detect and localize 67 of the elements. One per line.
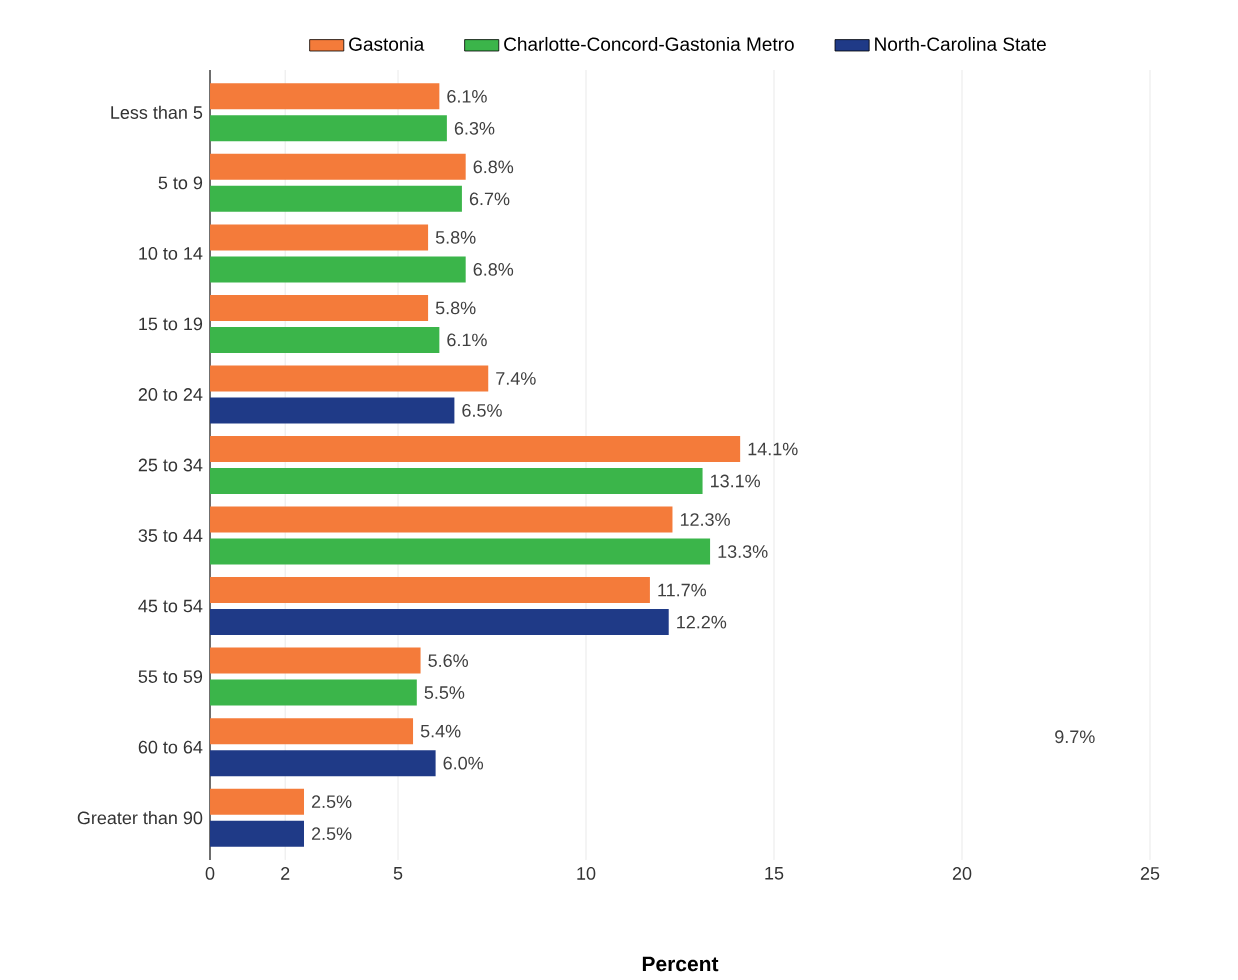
y-tick-label: Greater than 90: [77, 811, 203, 825]
x-tick-label: 15: [765, 867, 784, 880]
bar: [210, 820, 305, 847]
y-tick-label: 45 to 54: [138, 599, 203, 613]
data-label: 6.5%: [462, 404, 502, 417]
data-label: 6.8%: [473, 263, 514, 276]
bar: [210, 718, 414, 745]
bar: [210, 436, 741, 462]
data-label: 6.1%: [447, 89, 487, 103]
x-tick-label: 2: [281, 867, 290, 880]
bar: [210, 750, 436, 777]
data-label: 5.8%: [435, 301, 476, 315]
data-label: 2.5%: [311, 827, 352, 841]
bar: [210, 294, 429, 321]
y-tick-label: 15 to 19: [139, 317, 203, 331]
bar: [210, 153, 466, 180]
bar: [210, 647, 421, 674]
data-label: 14.1%: [748, 442, 798, 456]
data-label: 12.3%: [680, 513, 730, 526]
x-tick-label: 5: [393, 867, 403, 880]
bar: [210, 788, 305, 815]
x-tick-label: 25: [1140, 867, 1160, 880]
bar: [210, 224, 429, 251]
data-label: 13.3%: [718, 545, 768, 558]
bar: [210, 577, 650, 604]
bar: [210, 115, 447, 142]
y-tick-label: 55 to 59: [138, 670, 203, 683]
legend-label: Gastonia: [349, 36, 425, 51]
data-label: 7.4%: [496, 372, 536, 385]
bar: [210, 538, 711, 565]
data-label: 6.1%: [447, 333, 487, 347]
bar: [210, 365, 489, 392]
annotation: 9.7%: [1055, 730, 1095, 744]
data-label: 5.8%: [435, 231, 476, 244]
data-label: 5.6%: [428, 654, 469, 667]
data-label: 5.5%: [424, 686, 465, 699]
bar: [210, 83, 440, 110]
data-label: 6.8%: [473, 160, 514, 174]
data-label: 12.2%: [677, 615, 727, 629]
bar: [210, 185, 462, 212]
bar: [210, 679, 417, 706]
data-label: 2.5%: [311, 795, 352, 809]
legend-label: Charlotte-Concord-Gastonia Metro: [504, 36, 794, 51]
y-tick-label: 10 to 14: [139, 247, 203, 260]
bar: [210, 468, 703, 494]
x-tick-label: 0: [205, 867, 215, 880]
y-tick-label: 35 to 44: [138, 529, 203, 542]
x-axis-title: Percent: [642, 956, 719, 972]
data-label: 6.0%: [443, 756, 484, 770]
bar: [210, 256, 466, 283]
x-tick-label: 10: [577, 867, 596, 880]
bar: [210, 506, 673, 533]
data-label: 6.7%: [469, 192, 510, 206]
y-tick-label: 60 to 64: [138, 740, 203, 754]
bar: [210, 397, 455, 424]
y-tick-label: 5 to 9: [158, 176, 203, 190]
data-label: 13.1%: [711, 474, 761, 488]
data-label: 5.4%: [420, 724, 461, 738]
data-label: 11.7%: [658, 583, 707, 597]
data-label: 6.3%: [454, 121, 495, 135]
x-tick-label: 20: [952, 867, 972, 880]
y-tick-label: Less than 5: [111, 105, 203, 119]
y-tick-label: 25 to 34: [138, 458, 203, 472]
bar: [210, 326, 440, 353]
bar: [210, 609, 669, 636]
y-tick-label: 20 to 24: [138, 388, 203, 401]
legend-label: North-Carolina State: [875, 36, 1046, 51]
